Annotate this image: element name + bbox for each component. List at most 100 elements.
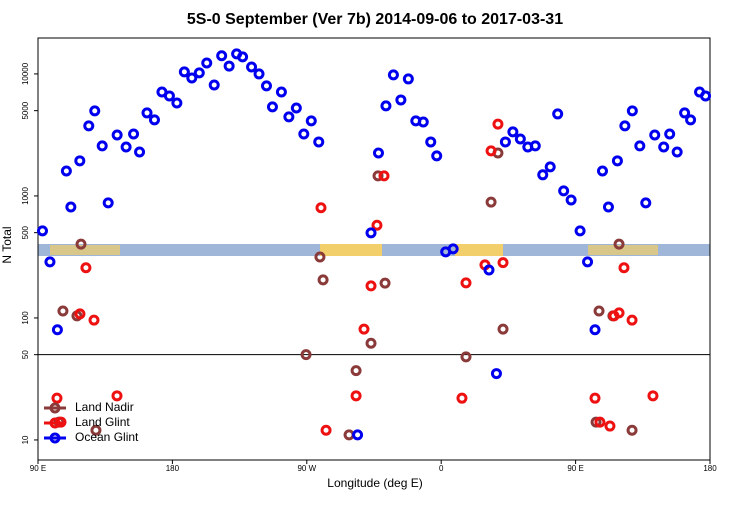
point xyxy=(565,194,577,206)
point xyxy=(402,73,414,85)
point xyxy=(283,111,295,123)
x-axis-label: Longitude (deg E) xyxy=(327,476,422,490)
point xyxy=(246,61,258,73)
point xyxy=(626,314,638,326)
point xyxy=(171,97,183,109)
point xyxy=(313,136,325,148)
point xyxy=(317,274,329,286)
point xyxy=(507,126,519,138)
point xyxy=(537,169,549,181)
point xyxy=(671,146,683,158)
point xyxy=(57,305,69,317)
x-tick-label: 90 E xyxy=(30,464,46,473)
point xyxy=(186,72,198,84)
point xyxy=(492,118,504,130)
y-tick-label: 1000 xyxy=(21,186,30,204)
point xyxy=(358,323,370,335)
point xyxy=(365,280,377,292)
legend-label: Ocean Glint xyxy=(75,430,139,444)
point xyxy=(679,107,691,119)
y-tick-label: 10000 xyxy=(21,62,30,85)
point xyxy=(379,277,391,289)
point xyxy=(350,390,362,402)
point xyxy=(497,323,509,335)
point xyxy=(460,277,472,289)
point xyxy=(36,225,48,237)
point xyxy=(51,324,63,336)
point xyxy=(65,201,77,213)
point xyxy=(529,140,541,152)
point xyxy=(613,238,625,250)
legend-marker xyxy=(49,432,61,444)
point xyxy=(371,219,383,231)
point xyxy=(590,416,602,428)
point xyxy=(604,420,616,432)
point xyxy=(395,94,407,106)
point xyxy=(485,145,497,157)
point xyxy=(372,147,384,159)
y-axis-label: N Total xyxy=(0,226,14,263)
point xyxy=(574,225,586,237)
y-tick-label: 50 xyxy=(21,350,30,359)
point xyxy=(275,86,287,98)
point xyxy=(305,115,317,127)
point xyxy=(626,105,638,117)
point xyxy=(352,429,364,441)
point xyxy=(378,170,390,182)
point xyxy=(300,349,312,361)
point xyxy=(647,390,659,402)
point xyxy=(88,314,100,326)
point xyxy=(128,128,140,140)
x-tick-label: 90 W xyxy=(297,464,316,473)
point xyxy=(456,392,468,404)
point xyxy=(460,351,472,363)
point xyxy=(75,238,87,250)
point xyxy=(193,67,205,79)
point xyxy=(685,114,697,126)
point xyxy=(320,424,332,436)
point xyxy=(266,101,278,113)
point xyxy=(485,196,497,208)
x-tick-label: 0 xyxy=(439,464,444,473)
point xyxy=(216,50,228,62)
point xyxy=(596,165,608,177)
y-tick-label: 500 xyxy=(21,225,30,239)
point xyxy=(490,368,502,380)
point xyxy=(593,305,605,317)
point xyxy=(74,155,86,167)
point xyxy=(134,146,146,158)
point xyxy=(237,51,249,63)
point xyxy=(589,392,601,404)
map-strip xyxy=(38,244,710,256)
point xyxy=(253,68,265,80)
legend-marker xyxy=(49,402,61,414)
x-tick-label: 180 xyxy=(166,464,180,473)
y-tick-label: 100 xyxy=(21,311,30,325)
point xyxy=(558,185,570,197)
point xyxy=(80,262,92,274)
point xyxy=(365,337,377,349)
point xyxy=(223,60,235,72)
point xyxy=(148,114,160,126)
point xyxy=(83,120,95,132)
point xyxy=(626,424,638,436)
y-tick-label: 10 xyxy=(21,435,30,444)
point xyxy=(111,129,123,141)
point xyxy=(208,79,220,91)
point xyxy=(314,251,326,263)
point xyxy=(497,257,509,269)
point xyxy=(618,262,630,274)
point xyxy=(483,264,495,276)
point xyxy=(60,165,72,177)
point xyxy=(499,136,511,148)
chart-title: 5S-0 September (Ver 7b) 2014-09-06 to 20… xyxy=(187,11,563,28)
point xyxy=(350,365,362,377)
point xyxy=(589,324,601,336)
point xyxy=(102,197,114,209)
point xyxy=(552,108,564,120)
point xyxy=(634,140,646,152)
point xyxy=(120,141,132,153)
x-tick-label: 180 xyxy=(703,464,717,473)
point xyxy=(372,170,384,182)
point xyxy=(141,107,153,119)
